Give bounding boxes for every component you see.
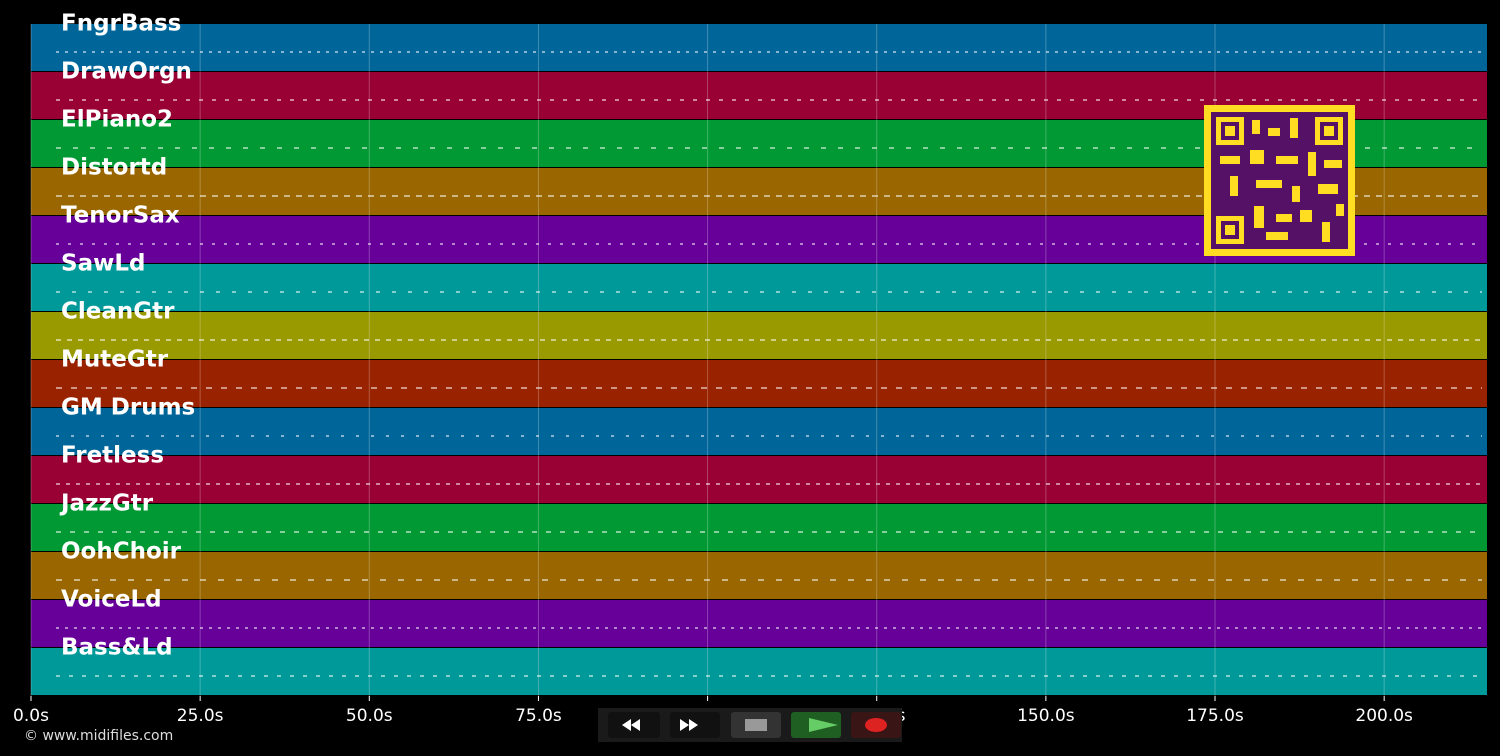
track-name: MuteGtr (61, 347, 169, 373)
track-lane (31, 504, 1487, 551)
track-name: SawLd (61, 251, 145, 277)
tick-label: 25.0s (177, 706, 224, 726)
track-name: CleanGtr (61, 299, 175, 325)
grid (30, 24, 1385, 696)
track-name: Distortd (61, 155, 167, 181)
track-lane (31, 552, 1487, 599)
track-name: Bass&Ld (61, 635, 173, 661)
track-name: OohChoir (61, 539, 182, 565)
track-lane (31, 264, 1487, 311)
track-lane (31, 360, 1487, 407)
track-lane (31, 312, 1487, 359)
track-name: TenorSax (61, 203, 180, 229)
fast-forward-button[interactable] (670, 712, 720, 738)
play-button[interactable] (791, 712, 841, 738)
tick-label: 150.0s (1017, 706, 1075, 726)
stop-button[interactable] (731, 712, 781, 738)
track-lane (31, 24, 1487, 71)
track-lane (31, 648, 1487, 695)
track-name: FngrBass (61, 11, 181, 37)
credit: © www.midifiles.com (24, 728, 173, 744)
tick-label: 175.0s (1186, 706, 1244, 726)
track-lane (31, 456, 1487, 503)
rewind-button[interactable] (608, 712, 660, 738)
track-name: ElPiano2 (61, 107, 173, 133)
track-name: Fretless (61, 443, 164, 469)
labels: FngrBass DrawOrgn ElPiano2 Distortd TenorSax… (59, 11, 195, 661)
transport-controls (598, 708, 902, 742)
tick-label: 50.0s (346, 706, 393, 726)
track-name: JazzGtr (59, 491, 154, 517)
record-button[interactable] (851, 712, 901, 738)
tick-label: 200.0s (1355, 706, 1413, 726)
tick-label: 75.0s (515, 706, 562, 726)
track-name: VoiceLd (61, 587, 162, 613)
track-lane (31, 600, 1487, 647)
track-name: DrawOrgn (61, 59, 192, 85)
track-name: GM Drums (61, 395, 195, 421)
qr-code (1204, 105, 1355, 256)
tick-label: 0.0s (13, 706, 49, 726)
track-lane (31, 408, 1487, 455)
